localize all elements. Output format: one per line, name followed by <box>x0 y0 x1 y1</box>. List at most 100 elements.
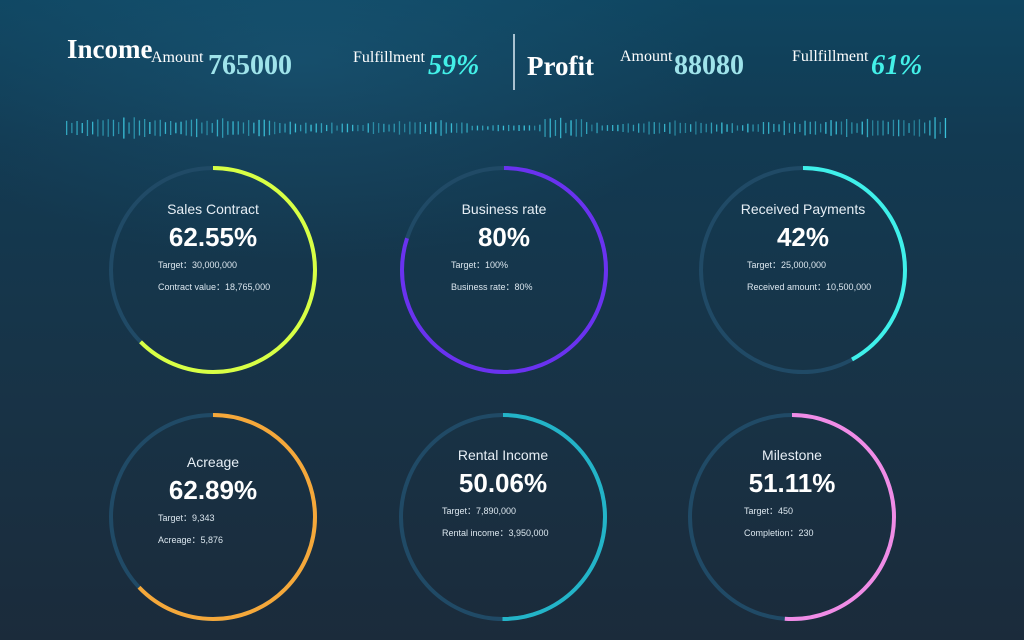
profit-amount-label: Amount <box>620 48 673 65</box>
wave-bar <box>638 123 640 133</box>
wave-bar <box>222 118 224 138</box>
wave-bar <box>502 125 505 131</box>
wave-bar <box>232 121 234 135</box>
wave-bar <box>398 121 401 135</box>
wave-bar <box>627 123 629 133</box>
wave-bar <box>898 119 900 137</box>
wave-bar <box>133 117 135 139</box>
wave-bar <box>877 120 879 136</box>
wave-bar <box>71 122 73 134</box>
wave-bar <box>170 121 172 135</box>
wave-bar <box>388 124 390 132</box>
gauge-title: Rental Income <box>457 447 549 463</box>
wave-bar <box>258 119 260 137</box>
wave-bar <box>445 122 447 134</box>
wave-bar <box>326 124 328 132</box>
wave-bar <box>185 120 187 136</box>
wave-bar <box>154 120 156 136</box>
gauge-card-milestone: Milestone 51.11% Target：450 Completion：2… <box>687 412 897 622</box>
wave-bar <box>820 123 822 133</box>
wave-bar <box>248 120 250 136</box>
wave-bar <box>138 120 141 136</box>
wave-bar <box>518 125 520 131</box>
wave-bar <box>435 122 437 134</box>
wave-bar <box>653 122 655 134</box>
wave-bar <box>107 119 109 137</box>
wave-bar <box>513 125 515 131</box>
wave-bar <box>861 121 863 135</box>
wave-bar <box>924 122 926 134</box>
wave-bar <box>128 122 130 134</box>
wave-bar <box>580 119 583 137</box>
wave-bar <box>81 123 83 134</box>
wave-bar <box>804 120 806 136</box>
wave-bar <box>887 121 889 135</box>
wave-bar <box>268 120 271 136</box>
wave-bar <box>882 120 884 136</box>
wave-bar <box>97 119 99 137</box>
wave-bar <box>809 121 811 135</box>
wave-bar <box>695 121 697 135</box>
income-title: Income <box>67 34 153 64</box>
wave-bar <box>149 122 151 134</box>
wave-bar <box>315 123 317 133</box>
wave-bar <box>206 120 208 136</box>
gauge-title: Sales Contract <box>167 201 259 217</box>
wave-bar <box>346 123 349 133</box>
income-fulfillment-label: Fulfillment <box>353 49 425 66</box>
gauge-card-rental-income: Rental Income 50.06% Target：7,890,000 Re… <box>398 412 608 622</box>
gauge-percent: 62.55% <box>168 222 258 252</box>
wave-bar <box>846 119 848 137</box>
wave-bar <box>643 123 645 133</box>
wave-bar <box>664 123 666 132</box>
wave-bar <box>508 124 510 132</box>
wave-bar <box>305 122 307 134</box>
wave-bar <box>554 120 557 136</box>
wave-bar <box>66 120 68 135</box>
wave-bar <box>497 124 499 132</box>
wave-bar <box>830 120 832 136</box>
wave-bar <box>482 125 484 131</box>
gauge-title: Milestone <box>762 447 822 463</box>
wave-bar <box>783 120 785 136</box>
wave-bar <box>731 123 733 133</box>
wave-bar <box>164 122 167 134</box>
wave-bar <box>742 125 744 131</box>
gauge-target-line: Target：30,000,000 <box>158 260 238 270</box>
wave-bar <box>539 124 541 132</box>
wave-bar <box>612 125 614 131</box>
gauge-target-line: Target：9,343 <box>158 513 215 523</box>
wave-bar <box>736 125 739 131</box>
profit-title: Profit <box>527 51 594 81</box>
gauge-card-sales-contract: Sales Contract 62.55% Target：30,000,000 … <box>108 165 318 375</box>
wave-bar <box>310 124 312 132</box>
wave-bar <box>939 122 941 134</box>
wave-bar <box>560 117 562 139</box>
profit-fulfillment-label: Fullfillment <box>792 48 869 65</box>
wave-bar <box>320 123 323 133</box>
wave-bar <box>710 122 713 134</box>
gauge-value-line: Completion：230 <box>744 528 814 538</box>
gauge-target-line: Target：7,890,000 <box>442 506 517 516</box>
wave-bar <box>622 124 624 132</box>
wave-bar <box>357 124 359 132</box>
wave-bar <box>747 123 749 133</box>
income-fulfillment-value: 59% <box>428 50 480 81</box>
wave-bar <box>409 121 411 135</box>
gauge-card-business-rate: Business rate 80% Target：100% Business r… <box>399 165 609 375</box>
wave-bar <box>419 122 421 135</box>
wave-bar <box>523 125 525 131</box>
wave-bar <box>144 119 146 137</box>
wave-bar <box>929 120 931 136</box>
wave-bar <box>856 123 858 133</box>
wave-bar <box>690 124 692 132</box>
wave-bar <box>180 121 182 135</box>
wave-bar <box>591 124 593 132</box>
gauge-ring <box>109 413 317 621</box>
gauge-card-received-payments: Received Payments 42% Target：25,000,000 … <box>698 165 908 375</box>
gauge-progress-arc <box>688 413 896 621</box>
wave-bar <box>414 122 416 134</box>
gauge-value-line: Received amount：10,500,000 <box>747 282 872 292</box>
wave-bar <box>237 121 239 135</box>
wave-bar <box>601 125 603 131</box>
